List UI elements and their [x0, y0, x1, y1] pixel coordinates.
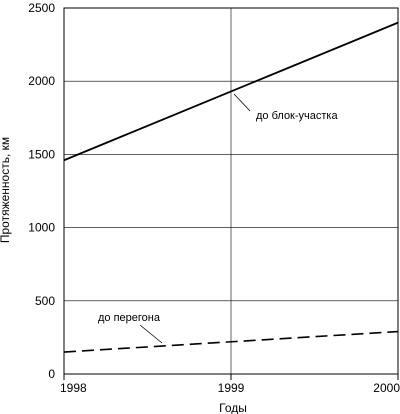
y-tick-label: 500 — [35, 294, 55, 308]
series-layer — [63, 21, 399, 353]
leader-line-series-0 — [233, 93, 251, 112]
x-axis-label: Годы — [219, 401, 247, 414]
y-tick-label: 1500 — [28, 147, 55, 161]
y-tick-label: 2000 — [28, 74, 55, 88]
x-tick-label: 1998 — [60, 381, 87, 395]
series-line-0 — [63, 21, 399, 162]
y-tick-label: 1000 — [28, 221, 55, 235]
leader-line-series-1 — [139, 324, 163, 344]
y-axis-label: Протяженность, км — [0, 137, 12, 243]
series-1-label: до перегона — [98, 312, 161, 324]
series-0-label: до блок-участка — [256, 110, 338, 122]
y-tick-label: 0 — [48, 367, 55, 381]
x-tick-label: 2000 — [373, 381, 400, 395]
y-tick-label: 2500 — [28, 1, 55, 15]
grid — [64, 8, 398, 374]
series-line-1 — [63, 330, 399, 353]
tick-labels: 0 500 1000 1500 2000 2500 1998 1999 2000 — [28, 1, 400, 395]
x-tick-label: 1999 — [218, 381, 245, 395]
